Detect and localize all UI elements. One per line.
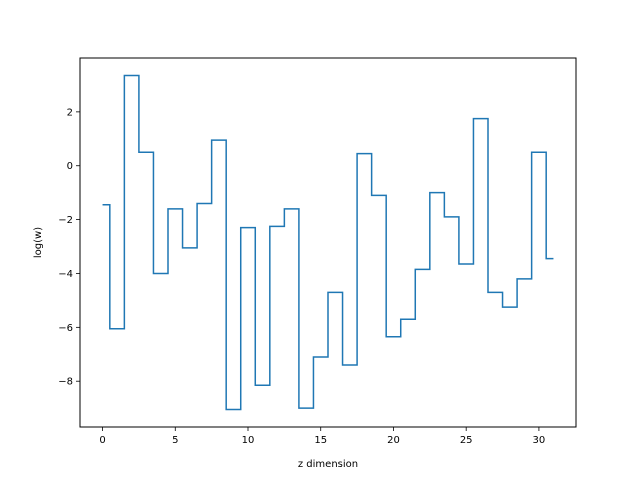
y-tick-label: 0 bbox=[67, 161, 73, 172]
x-axis: 0 5 10 15 20 25 30 bbox=[99, 427, 545, 446]
x-axis-label: z dimension bbox=[298, 459, 358, 470]
series-layer bbox=[102, 74, 554, 411]
x-tick-label: 25 bbox=[460, 435, 473, 446]
x-tick-label: 10 bbox=[242, 435, 255, 446]
y-axis-label: log(w) bbox=[33, 227, 44, 258]
x-tick-label: 0 bbox=[99, 435, 105, 446]
y-tick-label: −6 bbox=[58, 323, 73, 334]
y-tick-label: −2 bbox=[58, 215, 73, 226]
series-line-0 bbox=[102, 74, 554, 411]
y-axis: −8 −6 −4 −2 0 2 bbox=[58, 107, 80, 388]
x-tick-label: 15 bbox=[314, 435, 327, 446]
y-tick-label: −4 bbox=[58, 269, 73, 280]
plot-frame bbox=[79, 57, 577, 428]
y-tick-label: 2 bbox=[67, 107, 73, 118]
x-tick-label: 5 bbox=[172, 435, 178, 446]
y-tick-label: −8 bbox=[58, 377, 73, 388]
x-tick-label: 30 bbox=[533, 435, 546, 446]
x-tick-label: 20 bbox=[387, 435, 400, 446]
